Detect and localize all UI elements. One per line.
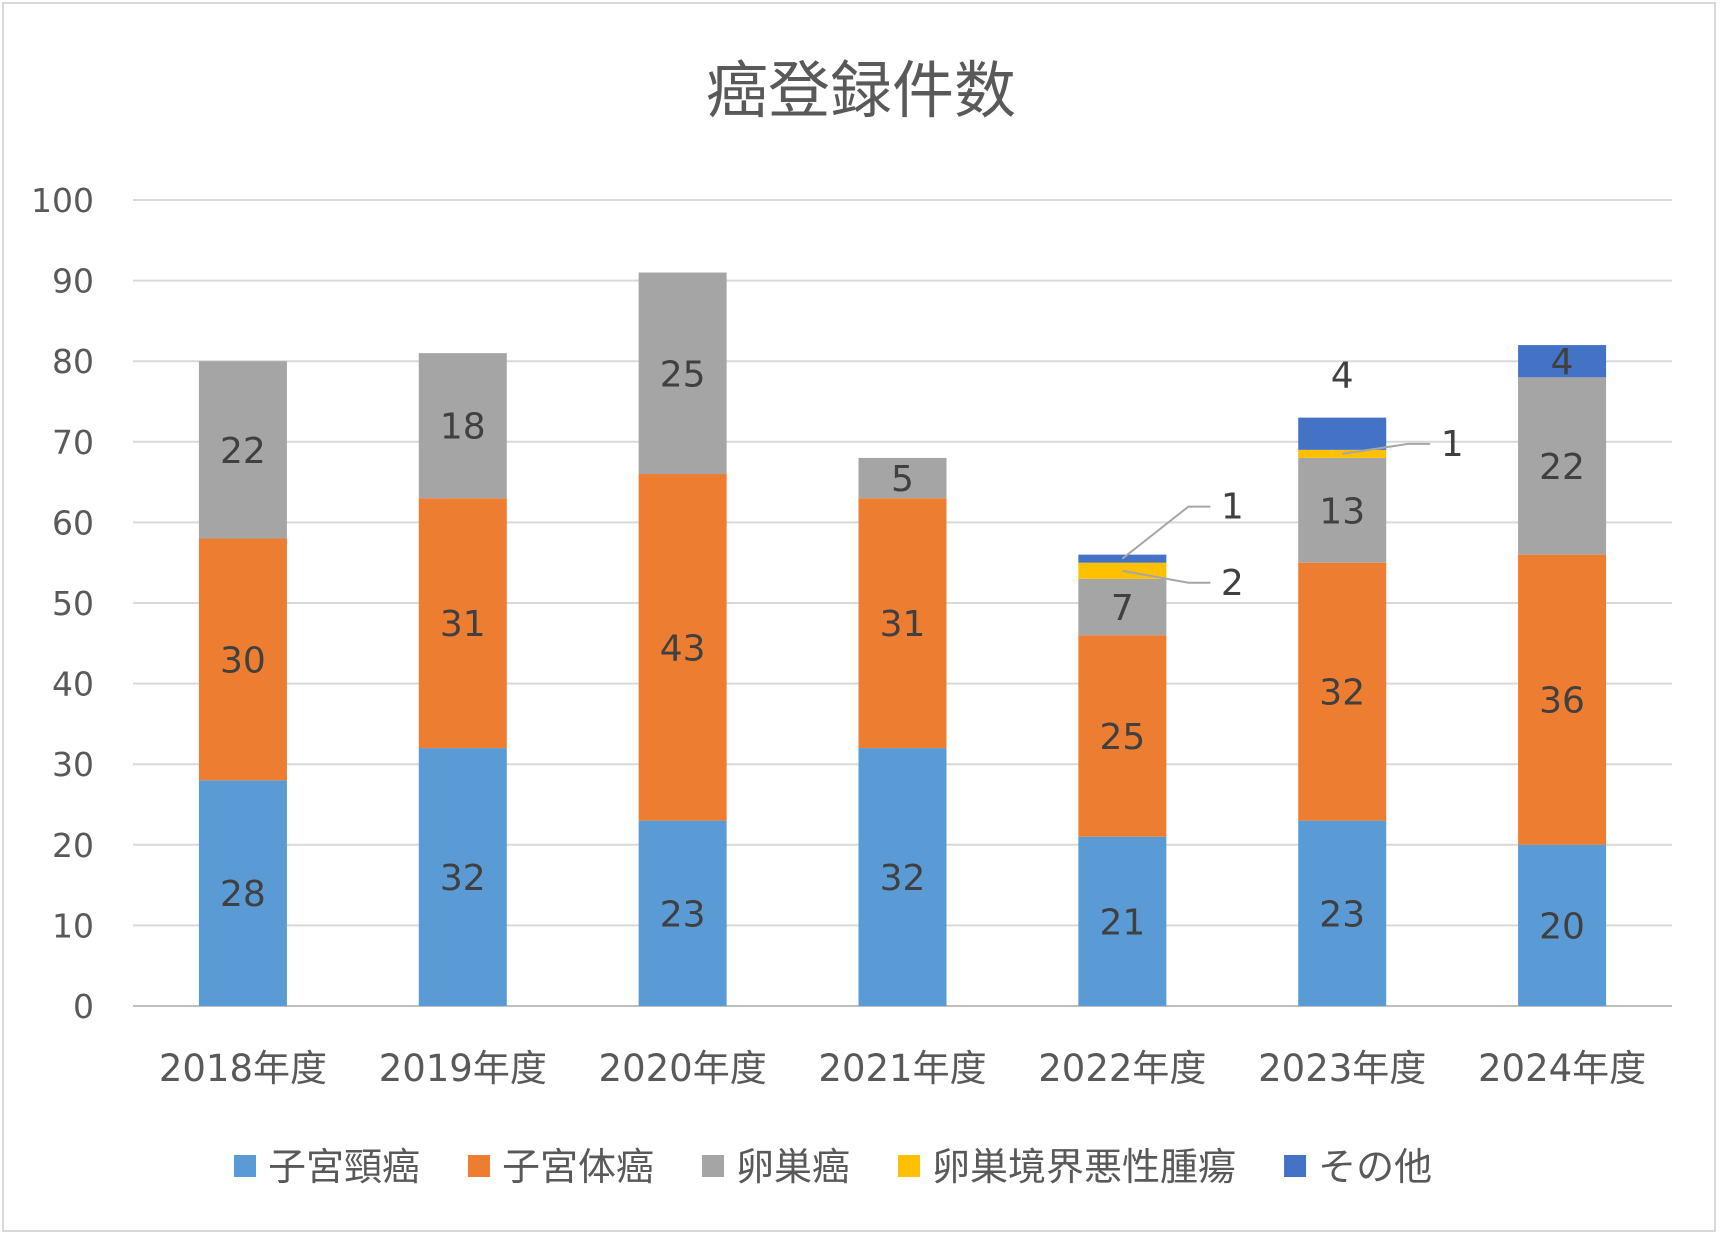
legend-swatch [1284,1155,1307,1177]
bar-segment [638,474,727,821]
x-tick-label: 2023年度 [1258,1047,1426,1090]
data-label: 4 [1551,342,1574,383]
bar-segment [1298,562,1387,821]
legend-label: 子宮体癌 [502,1145,654,1189]
data-label: 36 [1539,681,1585,722]
legend-swatch [468,1155,491,1177]
bar-segment [198,361,287,539]
bar-segment [1298,820,1387,1006]
bar-segment [1518,377,1607,555]
bar-segment [1298,417,1387,450]
data-label: 25 [1099,717,1145,758]
data-label: 31 [880,604,926,645]
legend-swatch [898,1155,921,1177]
x-tick-label: 2018年度 [159,1047,327,1090]
x-axis: 2018年度 2019年度 2020年度 2021年度 2022年度 2023年度 2024… [159,1047,1646,1090]
y-tick-label: 70 [52,423,94,462]
x-tick-label: 2020年度 [599,1047,767,1090]
y-tick-label: 60 [52,503,94,542]
legend-label: 子宮頸癌 [268,1145,420,1189]
data-label: 7 [1111,588,1134,629]
data-label: 32 [440,858,486,899]
data-label: 1 [1441,424,1464,465]
data-label: 25 [660,354,706,395]
data-label: 28 [220,874,266,915]
data-label: 30 [220,640,266,681]
data-label: 31 [440,604,486,645]
bar-segment [1518,844,1607,1006]
data-label: 13 [1319,491,1365,532]
data-labels: 2830223231182343253231521257212332131420… [220,342,1585,947]
x-tick-label: 2021年度 [818,1047,986,1090]
x-tick-label: 2024年度 [1478,1047,1646,1090]
bar-segment [1078,578,1167,636]
bar-segment [198,780,287,1006]
legend-label: 卵巣癌 [736,1145,850,1189]
data-label: 22 [1539,447,1585,488]
bar-segment [1518,554,1607,845]
bar-segment [858,498,947,749]
y-tick-label: 30 [52,745,94,784]
bar-segment [1518,345,1607,378]
bar-segment [1298,457,1387,563]
data-label: 1 [1221,487,1244,528]
bar-segment [1078,554,1167,563]
data-label: 32 [1319,673,1365,714]
bars [198,272,1607,1006]
bar-segment [418,353,507,499]
data-label: 21 [1099,902,1145,943]
data-label: 20 [1539,906,1585,947]
bar-segment [418,498,507,749]
gridlines [133,199,1672,1007]
leader-line [1122,569,1211,584]
y-axis: 0 10 20 30 40 50 60 70 80 90 100 [31,181,94,1026]
legend-label: 卵巣境界悪性腫瘍 [932,1145,1236,1189]
data-label: 2 [1221,563,1244,604]
y-tick-label: 0 [73,987,94,1026]
data-label: 4 [1331,356,1354,397]
y-tick-label: 80 [52,342,94,381]
y-tick-label: 40 [52,665,94,704]
bar-segment [198,538,287,781]
bar-segment [638,820,727,1006]
y-tick-label: 100 [31,181,94,220]
leader-line [1342,442,1431,455]
data-label: 23 [1319,894,1365,935]
legend: 子宮頸癌 子宮体癌 卵巣癌 卵巣境界悪性腫瘍 その他 [234,1145,1432,1189]
legend-swatch [702,1155,725,1177]
y-tick-label: 10 [52,906,94,945]
bar-segment [858,457,947,499]
leader-line [1121,505,1211,560]
y-tick-label: 90 [52,262,94,301]
chart-title: 癌登録件数 [706,54,1016,127]
data-label: 22 [220,431,266,472]
y-tick-label: 20 [52,826,94,865]
data-label: 43 [660,628,706,669]
data-label: 5 [891,459,914,500]
data-label: 18 [440,407,486,448]
legend-label: その他 [1318,1145,1432,1189]
bar-segment [418,748,507,1006]
data-label: 23 [660,894,706,935]
bar-segment [1078,635,1167,837]
legend-swatch [234,1155,256,1177]
bar-segment [1078,836,1167,1006]
bar-segment [858,748,947,1006]
x-tick-label: 2019年度 [379,1047,547,1090]
bar-segment [638,272,727,475]
data-label: 32 [880,858,926,899]
y-tick-label: 50 [52,584,94,623]
x-tick-label: 2022年度 [1038,1047,1206,1090]
